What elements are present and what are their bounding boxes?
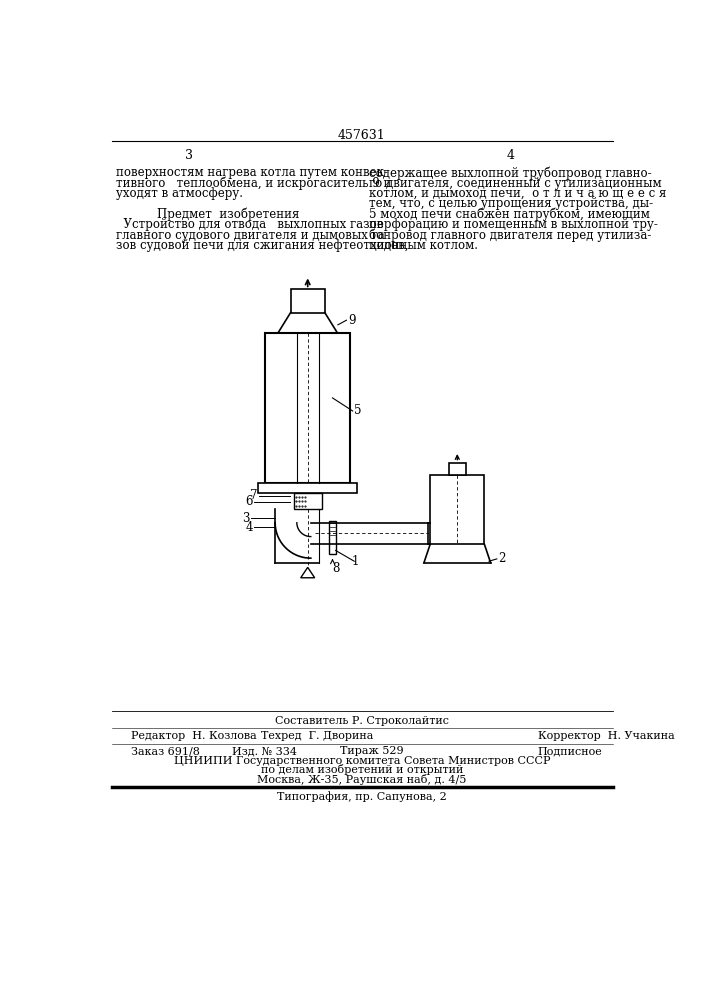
Bar [430, 475, 484, 544]
Text: бопровод главного двигателя перед утилиза-: бопровод главного двигателя перед утилиз… [369, 229, 651, 242]
Text: тем, что, с целью упрощения устройства, ды-: тем, что, с целью упрощения устройства, … [369, 197, 653, 210]
Text: тивного   теплообмена, и искрогаситель 9 и: тивного теплообмена, и искрогаситель 9 и [115, 177, 391, 190]
Text: 8: 8 [333, 562, 340, 575]
Text: поверхностям нагрева котла путем конвек-: поверхностям нагрева котла путем конвек- [115, 166, 387, 179]
Text: Подписное: Подписное [538, 746, 602, 756]
Text: Предмет  изобретения: Предмет изобретения [157, 208, 299, 221]
Text: Техред  Г. Дворина: Техред Г. Дворина [261, 731, 373, 741]
Text: 5: 5 [354, 404, 362, 417]
Text: 1: 1 [352, 555, 359, 568]
Text: го двигателя, соединенный с утилизационным: го двигателя, соединенный с утилизационн… [369, 177, 662, 190]
Text: Тираж 529: Тираж 529 [340, 746, 404, 756]
Text: котлом, и дымоход печи,  о т л и ч а ю щ е е с я: котлом, и дымоход печи, о т л и ч а ю щ … [369, 187, 666, 200]
Text: Типография, пр. Сапунова, 2: Типография, пр. Сапунова, 2 [277, 791, 447, 802]
Bar [449, 463, 466, 475]
Text: Составитель Р. Строколайтис: Составитель Р. Строколайтис [275, 716, 449, 726]
Text: Устройство для отвода   выхлопных газов: Устройство для отвода выхлопных газов [115, 218, 383, 231]
Text: уходят в атмосферу.: уходят в атмосферу. [115, 187, 243, 200]
Text: главного судового двигателя и дымовых га-: главного судового двигателя и дымовых га… [115, 229, 388, 242]
Text: 7: 7 [250, 489, 257, 502]
Bar [329, 521, 336, 554]
Text: по делам изобретений и открытий: по делам изобретений и открытий [261, 764, 463, 775]
Text: Москва, Ж-35, Раушская наб, д. 4/5: Москва, Ж-35, Раушская наб, д. 4/5 [257, 774, 467, 785]
Text: ционным котлом.: ционным котлом. [369, 239, 478, 252]
Text: 4: 4 [507, 149, 515, 162]
Text: Корректор  Н. Учакина: Корректор Н. Учакина [538, 731, 674, 741]
Text: 6: 6 [245, 495, 252, 508]
Text: Редактор  Н. Козлова: Редактор Н. Козлова [131, 731, 257, 741]
Bar [265, 333, 351, 483]
Text: 4: 4 [245, 521, 252, 534]
Text: 2: 2 [498, 552, 506, 565]
Bar [293, 493, 322, 509]
Text: 3: 3 [185, 149, 193, 162]
Text: 457631: 457631 [338, 129, 386, 142]
Text: содержащее выхлопной трубопровод главно-: содержащее выхлопной трубопровод главно- [369, 166, 652, 180]
Text: зов судовой печи для сжигания нефтеотходов,: зов судовой печи для сжигания нефтеотход… [115, 239, 408, 252]
Text: ЦНИИПИ Государственного комитета Совета Министров СССР: ЦНИИПИ Государственного комитета Совета … [174, 756, 550, 766]
Text: 9: 9 [348, 314, 356, 327]
Bar [291, 289, 325, 312]
Text: 3: 3 [242, 512, 250, 525]
Text: Изд. № 334: Изд. № 334 [232, 746, 297, 756]
Bar [258, 483, 357, 493]
Text: перфорацию и помещенным в выхлопной тру-: перфорацию и помещенным в выхлопной тру- [369, 218, 658, 231]
Text: Заказ 691/8: Заказ 691/8 [131, 746, 200, 756]
Text: 5 моход печи снабжен патрубком, имеющим: 5 моход печи снабжен патрубком, имеющим [369, 208, 650, 221]
